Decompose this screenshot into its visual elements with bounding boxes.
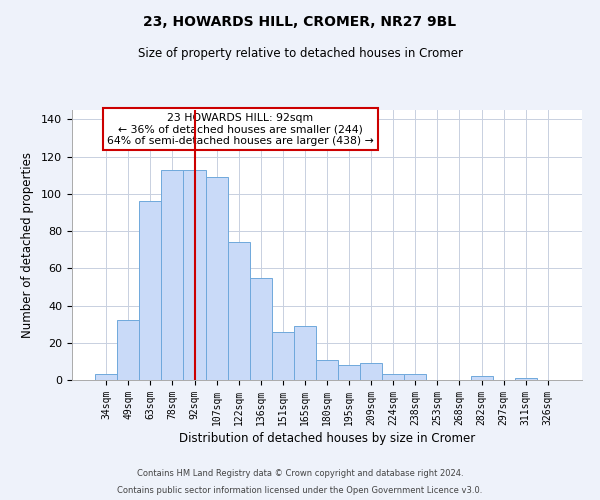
Bar xyxy=(382,374,404,380)
Text: Size of property relative to detached houses in Cromer: Size of property relative to detached ho… xyxy=(137,48,463,60)
Bar xyxy=(117,320,139,380)
Bar xyxy=(206,177,227,380)
Bar xyxy=(161,170,184,380)
Text: Contains public sector information licensed under the Open Government Licence v3: Contains public sector information licen… xyxy=(118,486,482,495)
Bar xyxy=(184,170,206,380)
Y-axis label: Number of detached properties: Number of detached properties xyxy=(21,152,34,338)
Bar xyxy=(470,376,493,380)
Bar xyxy=(227,242,250,380)
Bar xyxy=(338,365,360,380)
Bar xyxy=(316,360,338,380)
Bar xyxy=(294,326,316,380)
Bar xyxy=(250,278,272,380)
Bar xyxy=(95,374,117,380)
Bar xyxy=(139,201,161,380)
Bar xyxy=(404,374,427,380)
X-axis label: Distribution of detached houses by size in Cromer: Distribution of detached houses by size … xyxy=(179,432,475,445)
Text: Contains HM Land Registry data © Crown copyright and database right 2024.: Contains HM Land Registry data © Crown c… xyxy=(137,468,463,477)
Bar xyxy=(515,378,537,380)
Text: 23 HOWARDS HILL: 92sqm
← 36% of detached houses are smaller (244)
64% of semi-de: 23 HOWARDS HILL: 92sqm ← 36% of detached… xyxy=(107,112,374,146)
Text: 23, HOWARDS HILL, CROMER, NR27 9BL: 23, HOWARDS HILL, CROMER, NR27 9BL xyxy=(143,15,457,29)
Bar xyxy=(272,332,294,380)
Bar xyxy=(360,363,382,380)
